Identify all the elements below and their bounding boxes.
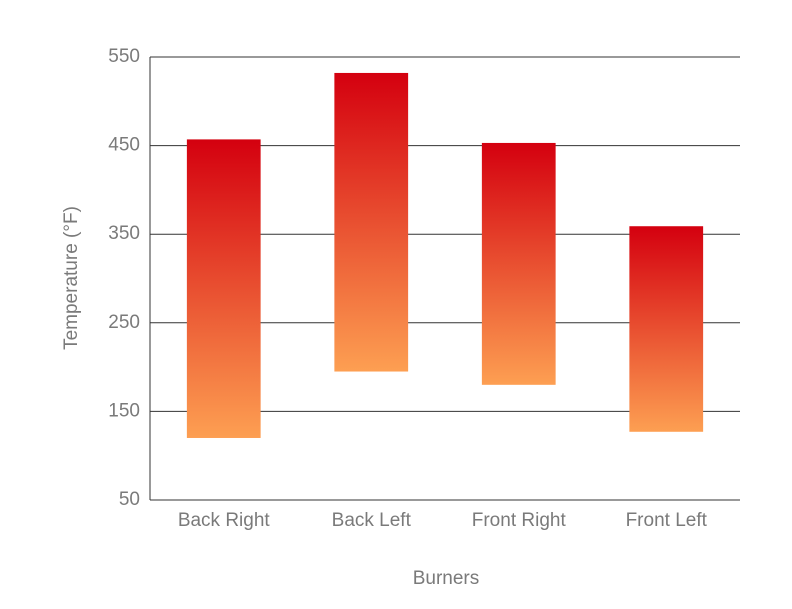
y-tick-label: 350 <box>108 223 140 244</box>
x-tick-label: Front Right <box>472 510 567 531</box>
y-tick-label: 550 <box>108 46 140 67</box>
bar <box>334 72 409 372</box>
bar <box>629 226 704 432</box>
x-axis-title: Burners <box>413 568 480 589</box>
y-axis-title: Temperature (°F) <box>61 206 82 350</box>
x-tick-label: Back Left <box>332 510 412 531</box>
y-tick-label: 50 <box>119 489 140 510</box>
y-tick-label: 450 <box>108 135 140 156</box>
bar <box>186 139 261 438</box>
bar <box>481 142 556 385</box>
x-tick-label: Back Right <box>178 510 271 531</box>
x-tick-label: Front Left <box>626 510 708 531</box>
y-tick-label: 250 <box>108 312 140 333</box>
y-tick-label: 150 <box>108 400 140 421</box>
